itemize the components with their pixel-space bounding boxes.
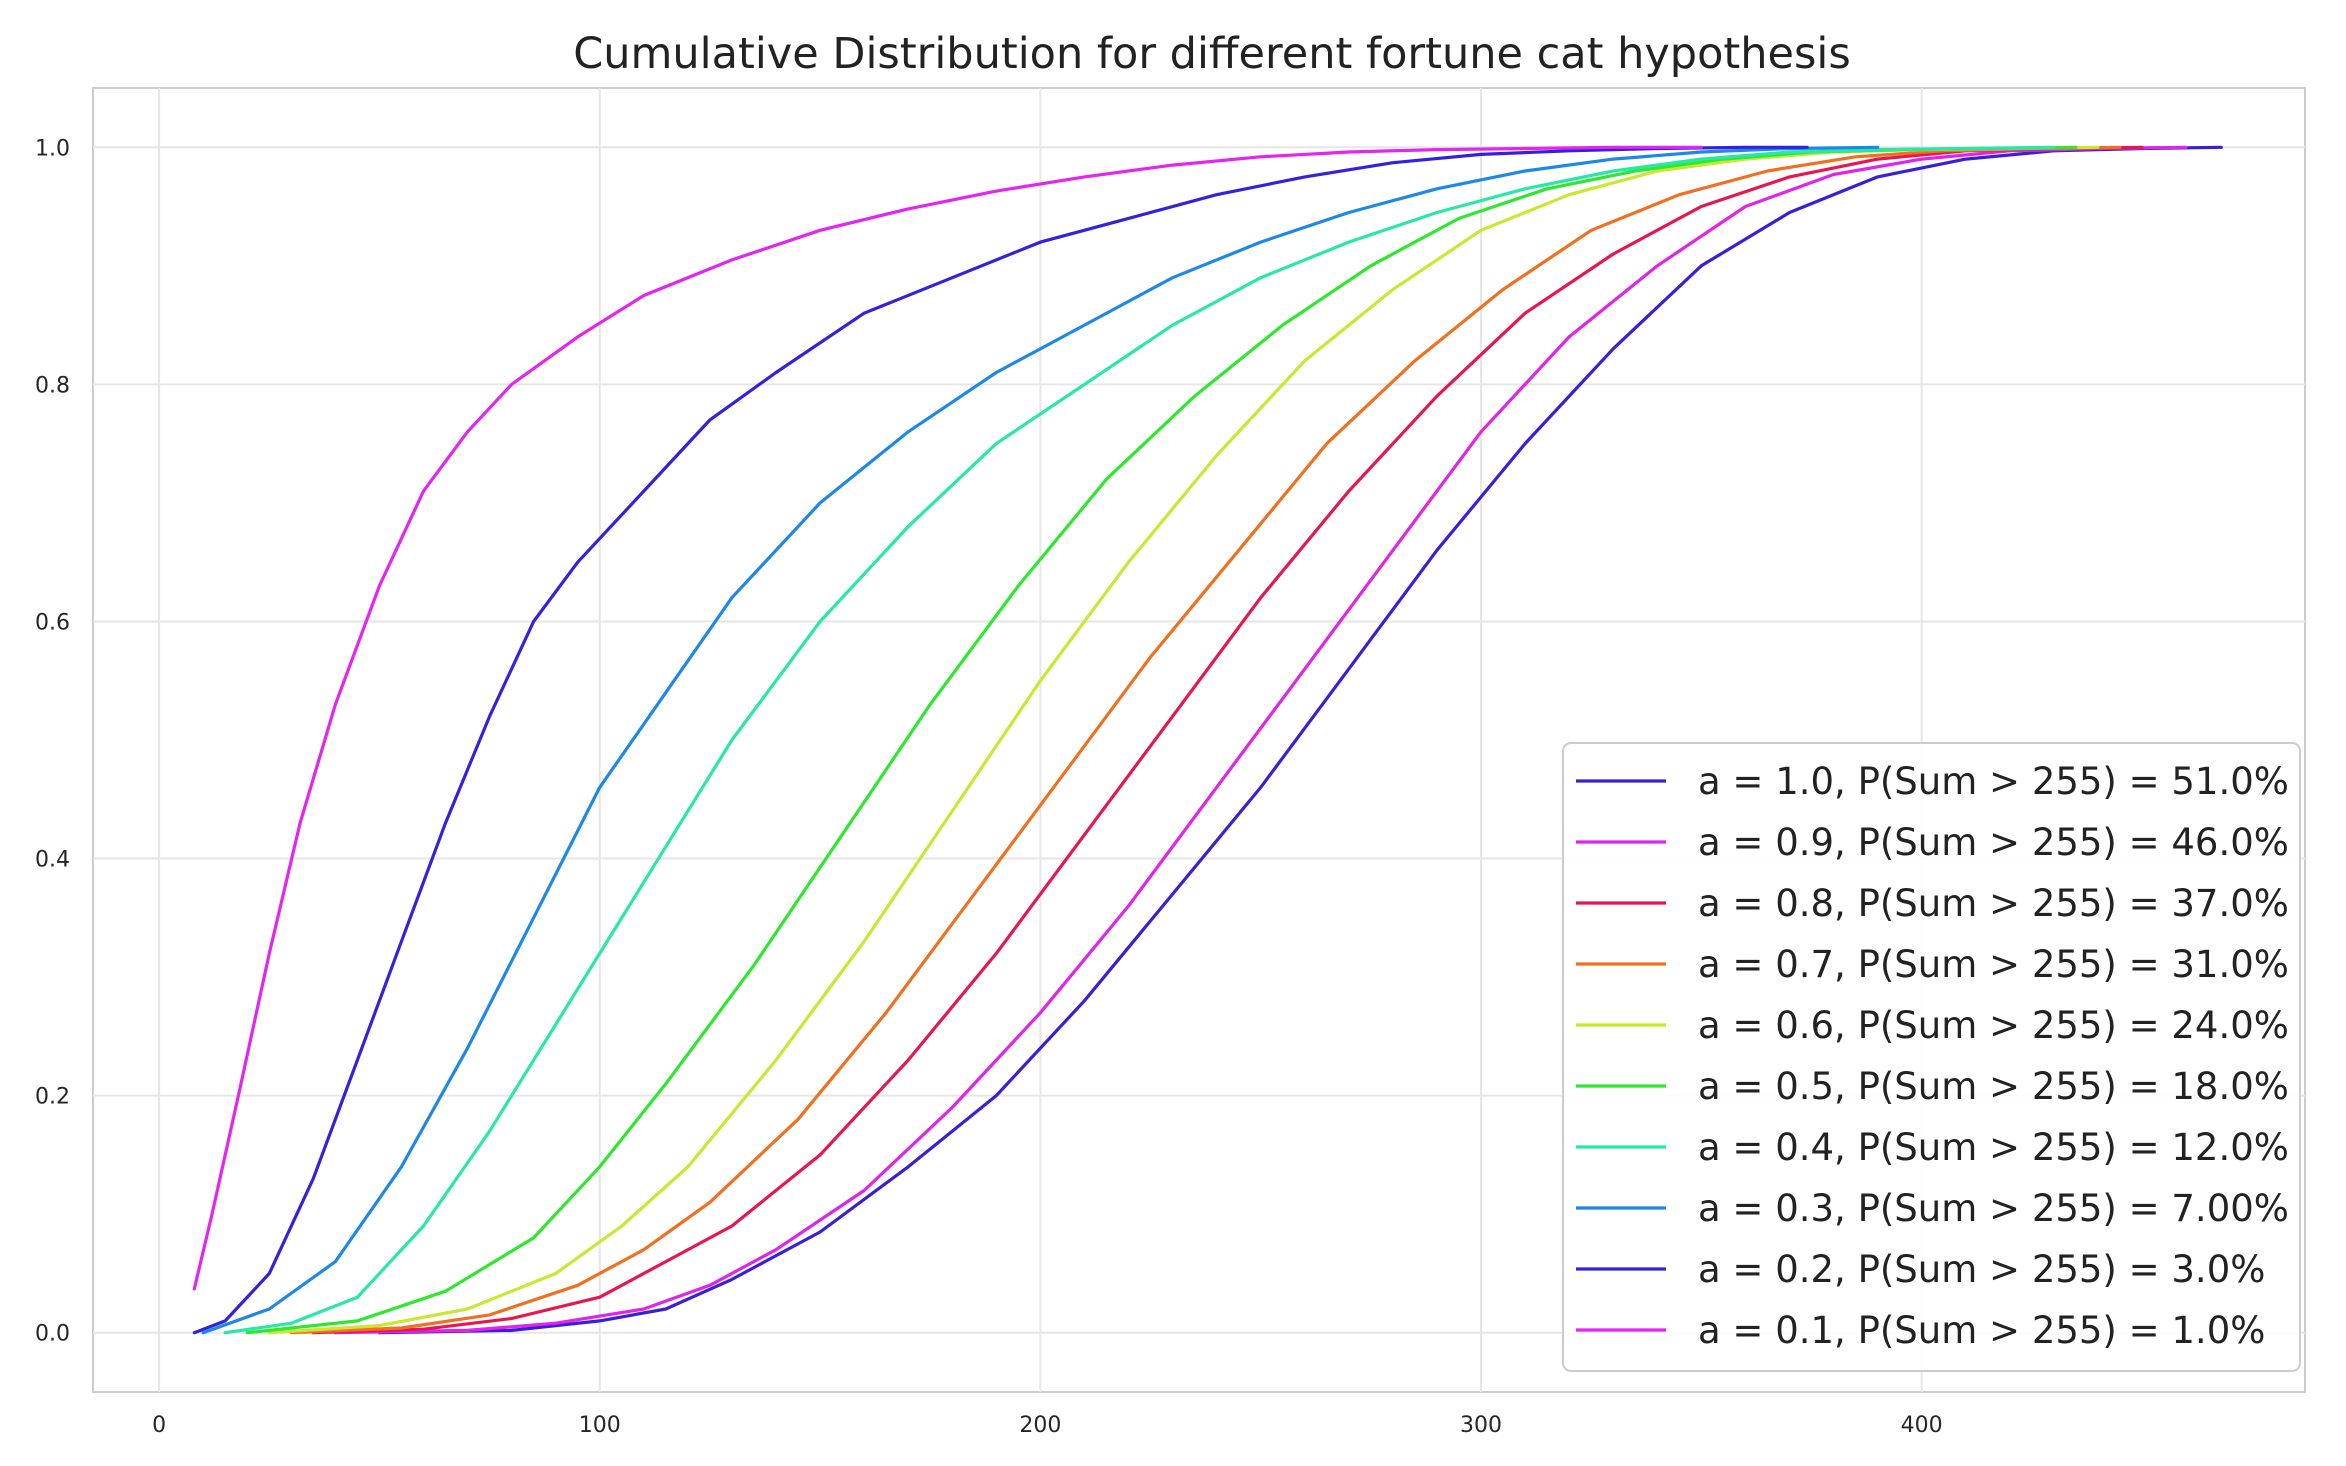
y-tick-label: 1.0 (35, 136, 70, 161)
series-line-3 (289, 145, 2122, 1335)
legend: a = 1.0, P(Sum > 255) = 51.0% a = 0.9, P(… (1562, 742, 2301, 1372)
legend-label: a = 0.3, P(Sum > 255) = 7.00% (1698, 1187, 2289, 1230)
legend-label: a = 0.8, P(Sum > 255) = 37.0% (1698, 882, 2289, 925)
legend-label: a = 0.5, P(Sum > 255) = 18.0% (1698, 1065, 2289, 1108)
x-tick-label: 0 (152, 1413, 166, 1438)
series-line-0 (377, 145, 2223, 1335)
y-tick-label: 0.6 (35, 610, 70, 635)
x-tick-label: 200 (1019, 1413, 1061, 1438)
y-tick-label: 0.0 (35, 1322, 70, 1347)
legend-label: a = 0.1, P(Sum > 255) = 1.0% (1698, 1309, 2265, 1352)
legend-label: a = 0.4, P(Sum > 255) = 12.0% (1698, 1126, 2289, 1169)
legend-label: a = 0.6, P(Sum > 255) = 24.0% (1698, 1004, 2289, 1047)
series-line-9 (192, 145, 1703, 1291)
chart-title: Cumulative Distribution for different fo… (573, 29, 1850, 79)
series-line-5 (245, 145, 2078, 1335)
legend-label: a = 0.2, P(Sum > 255) = 3.0% (1698, 1248, 2265, 1291)
y-tick-label: 0.2 (35, 1085, 70, 1110)
x-axis-ticks: 0 100 200 300 400 (152, 1413, 1943, 1438)
series-lines (192, 145, 2223, 1335)
legend-box (1562, 742, 2301, 1372)
series-line-4 (267, 145, 2100, 1335)
x-tick-label: 100 (579, 1413, 621, 1438)
legend-label: a = 0.9, P(Sum > 255) = 46.0% (1698, 821, 2289, 864)
series-line-6 (223, 145, 2056, 1335)
y-tick-label: 0.8 (35, 373, 70, 398)
x-tick-label: 400 (1901, 1413, 1943, 1438)
series-line-1 (333, 145, 2188, 1335)
x-tick-label: 300 (1460, 1413, 1502, 1438)
y-tick-label: 0.4 (35, 848, 70, 873)
legend-label: a = 1.0, P(Sum > 255) = 51.0% (1698, 760, 2289, 803)
series-line-8 (192, 145, 1809, 1335)
legend-label: a = 0.7, P(Sum > 255) = 31.0% (1698, 943, 2289, 986)
series-line-2 (311, 145, 2144, 1335)
y-axis-ticks: 0.0 0.2 0.4 0.6 0.8 1.0 (35, 136, 70, 1346)
series-line-7 (201, 145, 1880, 1335)
